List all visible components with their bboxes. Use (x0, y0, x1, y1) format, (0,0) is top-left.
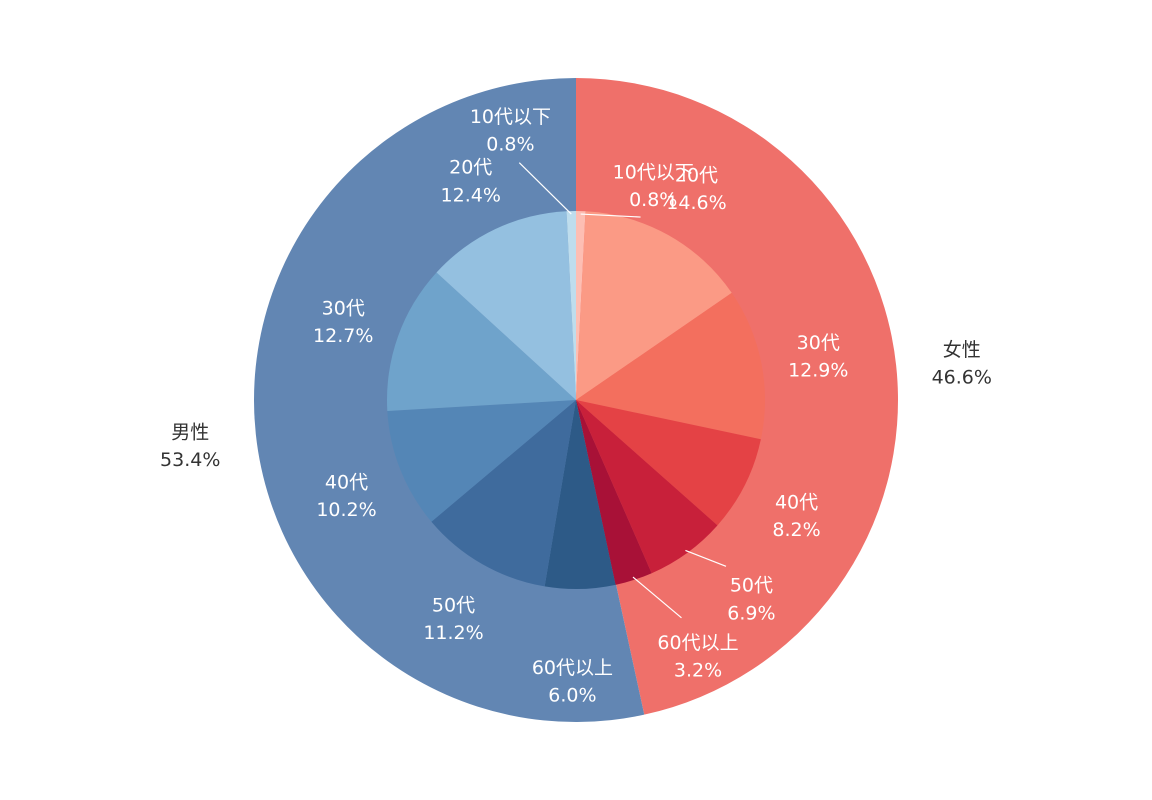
inner-slice-male-50s[interactable] (431, 400, 576, 587)
inner-slice-female-60s-over-label: 60代以上 3.2% (657, 632, 738, 682)
inner-slice-male-50s-label-value: 11.2% (423, 622, 483, 644)
inner-slice-male-30s-label-name: 30代 (322, 297, 365, 319)
inner-slice-male-50s-label: 50代 11.2% (423, 595, 483, 645)
inner-slice-female-40s-label: 40代 8.2% (772, 491, 820, 541)
inner-slice-female-50s-label: 50代 6.9% (727, 575, 775, 625)
inner-slice-male-30s-label-value: 12.7% (313, 325, 373, 347)
inner-slice-male-20s[interactable] (436, 211, 576, 400)
inner-slice-male-20s-label: 20代 12.4% (441, 157, 501, 207)
inner-slice-male-40s-label: 40代 10.2% (316, 472, 376, 522)
inner-slice-female-50s-label-value: 6.9% (727, 602, 775, 624)
inner-slice-female-20s-label-value: 14.6% (666, 192, 726, 214)
inner-slice-female-50s-label-name: 50代 (730, 575, 773, 597)
inner-slice-female-10s-under-label: 10代以下 0.8% (613, 161, 694, 211)
inner-slice-female-10s-under-label-name: 10代以下 (613, 161, 694, 183)
inner-slice-female-30s-label-name: 30代 (797, 332, 840, 354)
inner-slice-female-10s-under-label-value: 0.8% (629, 189, 677, 211)
inner-slice-female-60s-over-label-name: 60代以上 (657, 632, 738, 654)
outer-slice-female-label-value: 46.6% (932, 366, 992, 388)
inner-slice-male-30s[interactable] (387, 272, 576, 411)
inner-slice-female-20s[interactable] (576, 211, 732, 400)
inner-slice-male-40s-label-name: 40代 (325, 472, 368, 494)
inner-slice-male-60s-over-label-value: 6.0% (548, 685, 596, 707)
inner-slice-male-60s-over-label: 60代以上 6.0% (532, 657, 613, 707)
inner-slice-female-50s-leader-line (685, 549, 727, 567)
inner-slice-male-50s-label-name: 50代 (432, 595, 475, 617)
inner-slice-male-10s-under-label-name: 10代以下 (470, 106, 551, 128)
labels: 女性 46.6%男性 53.4%10代以下 0.8%20代 14.6%30代 12.9%4… (160, 106, 992, 707)
inner-slice-male-20s-label-value: 12.4% (441, 184, 501, 206)
inner-slice-female-30s[interactable] (576, 292, 765, 440)
inner-slice-male-40s[interactable] (387, 400, 576, 522)
inner-slice-male-10s-under-leader-line (518, 162, 572, 215)
inner-slice-female-40s-label-value: 8.2% (772, 519, 820, 541)
inner-slice-male-10s-under[interactable] (566, 211, 576, 400)
inner-slice-male-10s-under-label-value: 0.8% (486, 133, 534, 155)
inner-slice-female-60s-over-leader-line (632, 576, 682, 619)
inner-slice-female-30s-label: 30代 12.9% (788, 332, 848, 382)
inner-slice-female-10s-under[interactable] (576, 211, 586, 400)
inner-slice-male-60s-over-label-name: 60代以上 (532, 657, 613, 679)
inner-slice-female-20s-label: 20代 14.6% (666, 165, 726, 215)
leader-lines (518, 162, 727, 619)
inner-slice-female-30s-label-value: 12.9% (788, 359, 848, 381)
inner-slice-male-40s-label-value: 10.2% (316, 499, 376, 521)
inner-slice-male-10s-under-label: 10代以下 0.8% (470, 106, 551, 156)
inner-slice-female-50s[interactable] (576, 400, 718, 574)
inner-slice-female-10s-under-leader-line (580, 213, 641, 218)
outer-slice-male-label-name: 男性 (171, 422, 209, 444)
outer-slice-female-label-name: 女性 (943, 339, 981, 361)
inner-slice-female-60s-over[interactable] (576, 400, 652, 585)
inner-slice-male-60s-over[interactable] (544, 400, 616, 589)
inner-slice-female-20s-label-name: 20代 (675, 165, 718, 187)
inner-slice-female-40s[interactable] (576, 400, 761, 526)
inner-slice-male-20s-label-name: 20代 (449, 157, 492, 179)
outer-slice-male-label: 男性 53.4% (160, 422, 220, 472)
outer-slice-male-label-value: 53.4% (160, 449, 220, 471)
outer-slice-female-label: 女性 46.6% (932, 339, 992, 389)
inner-slice-female-40s-label-name: 40代 (775, 491, 818, 513)
inner-slice-male-30s-label: 30代 12.7% (313, 297, 373, 347)
inner-slice-female-60s-over-label-value: 3.2% (674, 660, 722, 682)
inner-pie (387, 211, 765, 589)
